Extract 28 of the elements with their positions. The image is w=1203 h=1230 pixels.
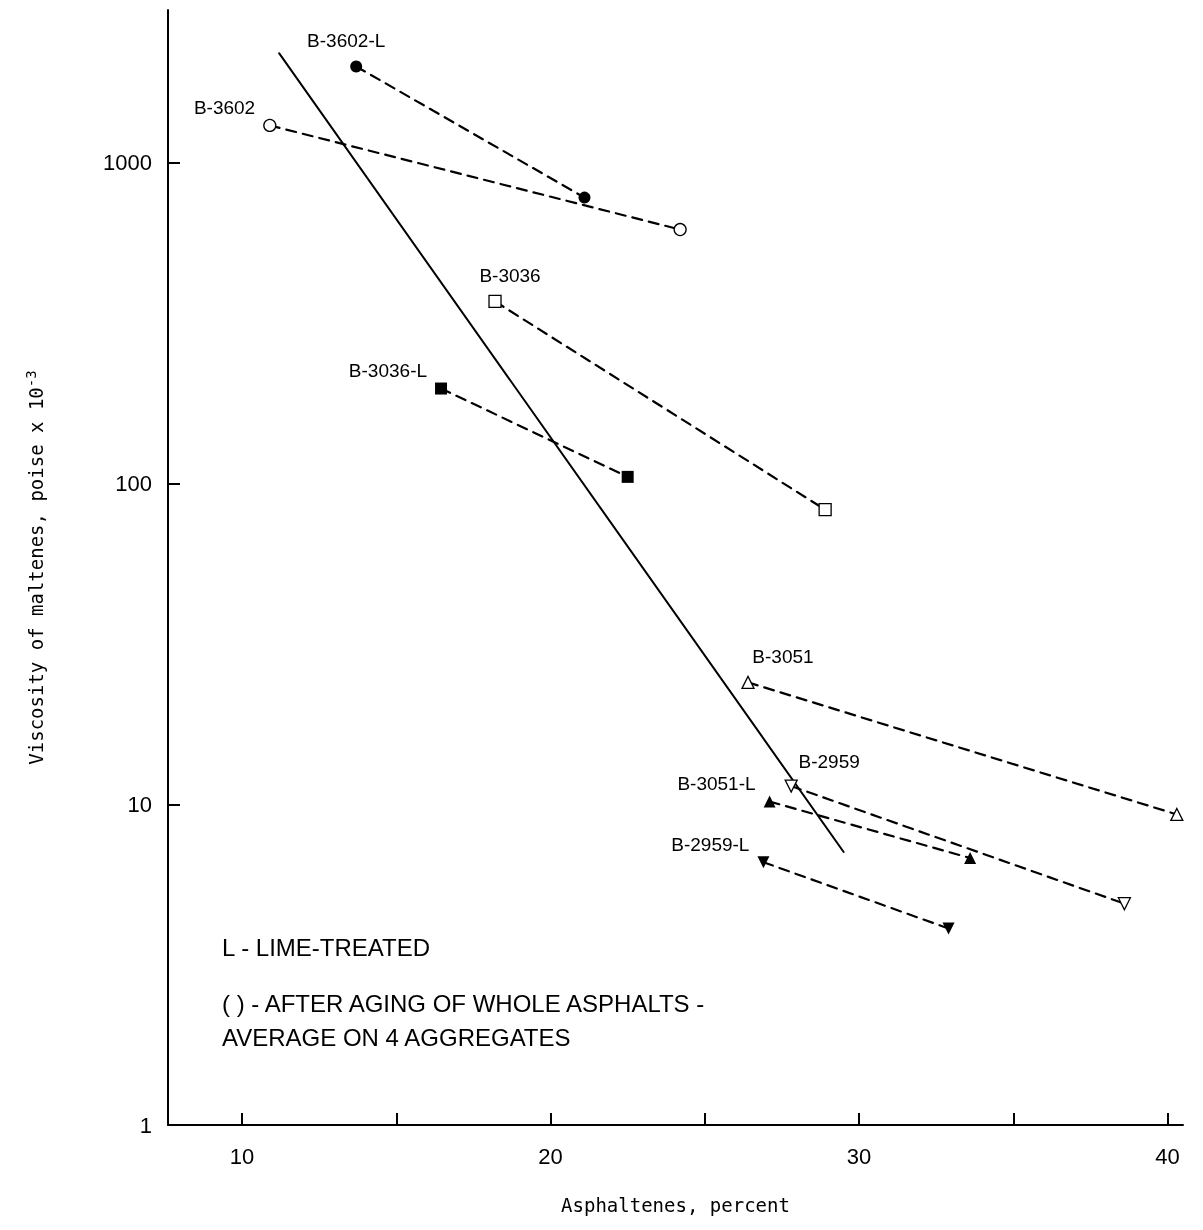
y-tick-label: 10 — [127, 791, 152, 817]
series-label: B-3602 — [193, 96, 256, 118]
point — [435, 382, 448, 395]
x-tick-label: 40 — [1155, 1143, 1180, 1169]
series-label: B-2959-L — [671, 833, 750, 855]
point — [578, 191, 591, 204]
series-label: B-3602-L — [307, 30, 386, 52]
point — [818, 502, 832, 517]
y-tick-label: 100 — [115, 471, 152, 497]
x-tick-label: 30 — [846, 1143, 872, 1169]
annotation: L - LIME-TREATED — [222, 933, 431, 961]
x-tick-label: 10 — [229, 1143, 255, 1169]
point — [263, 118, 277, 133]
point — [350, 60, 363, 73]
y-tick-label: 1000 — [103, 150, 152, 176]
annotation: ( ) - AFTER AGING OF WHOLE ASPHALTS - AVERAGE ON 4 AGGREGATES — [222, 989, 711, 1051]
point — [488, 294, 502, 309]
point — [673, 222, 687, 237]
y-tick-label: 1 — [139, 1112, 152, 1138]
x-tick-label: 20 — [538, 1143, 563, 1169]
series-label: B-2959 — [798, 751, 860, 773]
series-label: B-3051-L — [677, 773, 756, 795]
x-axis-title: Asphaltenes, percent — [561, 1193, 790, 1216]
series-label: B-3036-L — [348, 360, 428, 382]
point — [621, 470, 634, 483]
series-label: B-3051 — [752, 645, 814, 667]
series-label: B-3036 — [479, 264, 541, 286]
y-axis-title: Viscosity of maltenes, poise x 10-3 — [23, 370, 47, 765]
